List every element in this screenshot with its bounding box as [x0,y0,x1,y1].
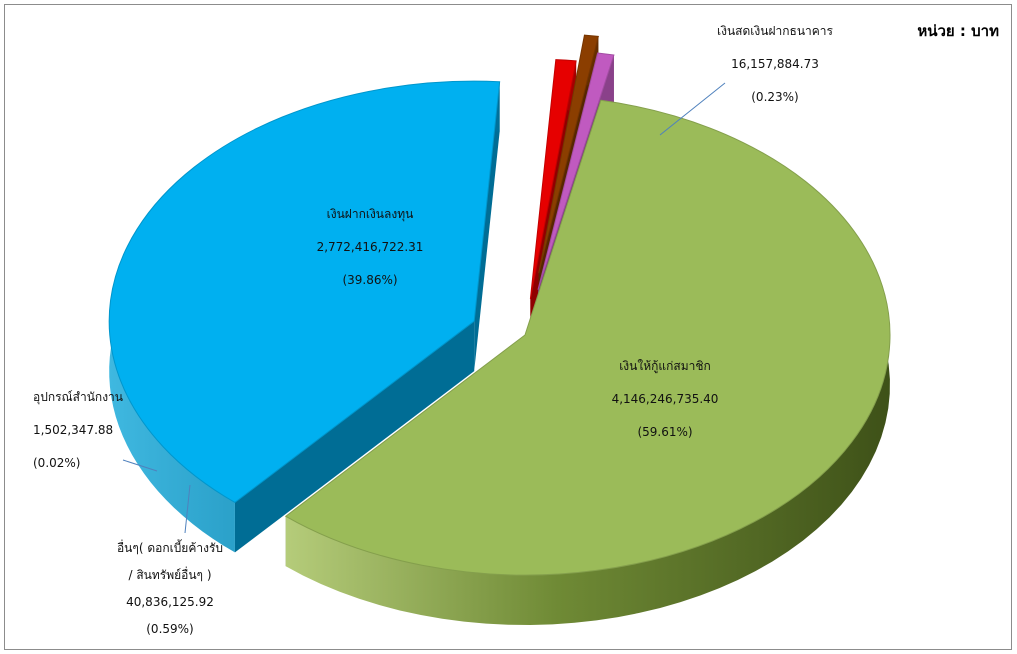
leader-line-cash [659,82,726,136]
slice-top-loans [284,99,891,576]
slice-value: 2,772,416,722.31 [316,240,424,254]
slice-name-line2: / สินทรัพย์อื่นๆ ) [128,568,212,582]
chart-frame: หน่วย : บาท เงินให้กู้แก่สมาชิก 4,146,24… [4,4,1012,650]
slice-percent: (0.02%) [33,456,81,470]
slice-percent: (0.23%) [751,90,799,104]
slice-value: 16,157,884.73 [731,57,819,71]
slice-name: เงินฝากเงินลงทุน [326,207,414,221]
slice-label-other: อื่นๆ( ดอกเบี้ยค้างรับ / สินทรัพย์อื่นๆ … [95,535,245,643]
slice-wall-deposits [474,81,500,372]
slice-name: อุปกรณ์สำนักงาน [33,390,123,404]
pie-slice-deposits [108,80,501,553]
slice-name: เงินสดเงินฝากธนาคาร [717,24,833,38]
slice-top-other [537,52,615,290]
slice-side-loans [285,100,890,625]
slice-label-loans: เงินให้กู้แก่สมาชิก 4,146,246,735.40 (59… [590,350,740,449]
leader-line-other [184,484,191,534]
slice-wall-deposits [234,321,475,553]
pie-chart-svg [108,34,891,625]
slice-value: 40,836,125.92 [126,595,214,609]
slice-value: 1,502,347.88 [33,423,114,437]
slice-top-deposits [108,80,501,504]
slice-label-cash: เงินสดเงินฝากธนาคาร 16,157,884.73 (0.23%… [695,15,855,114]
slice-percent: (59.61%) [637,425,693,439]
slice-top-equipment [538,34,599,274]
slice-name-line1: อื่นๆ( ดอกเบี้ยค้างรับ [116,541,224,555]
slice-label-deposits: เงินฝากเงินลงทุน 2,772,416,722.31 (39.86… [295,198,445,297]
slice-percent: (39.86%) [342,273,398,287]
slice-percent: (0.59%) [146,622,194,636]
slice-value: 4,146,246,735.40 [611,392,719,406]
pie-slice-loans [284,99,891,625]
unit-label: หน่วย : บาท [917,22,999,40]
slice-label-equipment: อุปกรณ์สำนักงาน 1,502,347.88 (0.02%) [33,381,163,480]
slice-name: เงินให้กู้แก่สมาชิก [619,359,711,373]
slice-top-cash [529,59,577,300]
leader-line-equipment [122,459,158,472]
